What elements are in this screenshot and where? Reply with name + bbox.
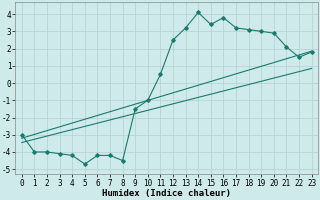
X-axis label: Humidex (Indice chaleur): Humidex (Indice chaleur): [102, 189, 231, 198]
